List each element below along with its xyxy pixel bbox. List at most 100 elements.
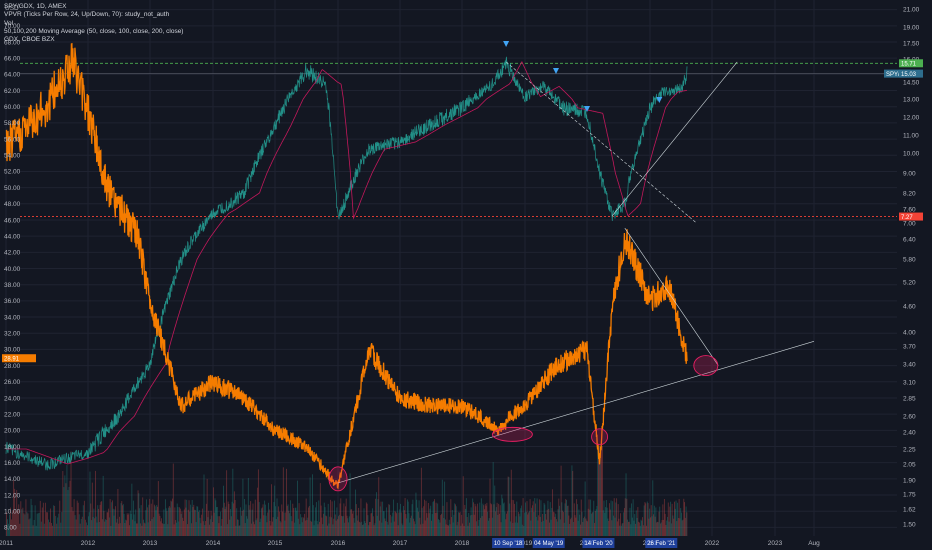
volume-bar [521, 524, 523, 536]
volume-bar [384, 518, 386, 536]
volume-bar [330, 499, 332, 536]
volume-bar [7, 519, 8, 536]
legend-gdx[interactable]: GDX, CBOE BZX [4, 36, 55, 44]
volume-bar [35, 525, 37, 536]
volume-bar [247, 518, 248, 536]
volume-bar [326, 516, 328, 536]
volume-bar [369, 521, 370, 536]
right-price-axis[interactable]: 21.0019.0017.5016.0014.5013.0012.0011.00… [884, 6, 923, 528]
right-axis-tick: 10.00 [903, 150, 920, 157]
volume-bar [66, 465, 68, 536]
volume-bar [418, 500, 420, 536]
volume-bar [338, 514, 340, 536]
volume-bar [134, 521, 136, 536]
volume-bar [421, 507, 423, 536]
volume-bar [73, 499, 75, 536]
volume-bar [595, 509, 597, 536]
volume-bar [28, 519, 30, 536]
volume-bar [244, 523, 246, 536]
down-arrow-icon [503, 41, 510, 47]
left-price-tag-bg [2, 354, 36, 363]
volume-bar [388, 504, 390, 536]
volume-bar [433, 500, 435, 536]
volume-bar [335, 520, 337, 536]
right-axis-tick: 14.50 [903, 79, 920, 86]
volume-bar [97, 505, 99, 536]
trend-drawings[interactable] [328, 41, 815, 492]
left-axis-tick: 8.00 [4, 525, 17, 532]
volume-bar [671, 503, 673, 536]
legend-vpvr[interactable]: VPVR (Ticks Per Row, 24, Up/Down, 70): s… [4, 11, 170, 19]
volume-bar [175, 520, 177, 536]
volume-bar [320, 505, 322, 536]
volume-bar [113, 515, 115, 536]
right-axis-tick: 9.00 [903, 170, 916, 177]
volume-bar [151, 519, 153, 536]
volume-bar [605, 499, 607, 536]
volume-bar [432, 502, 434, 536]
right-axis-tick: 13.00 [903, 96, 920, 103]
time-axis-tick: 2013 [143, 540, 158, 547]
time-highlight-bg [532, 538, 565, 548]
time-highlight-bg [582, 538, 615, 548]
volume-bar [165, 508, 167, 536]
volume-bar [225, 506, 227, 536]
time-highlight-label: 26 Feb '21 [647, 541, 676, 547]
left-axis-tick: 68.00 [4, 39, 21, 46]
volume-bar [210, 510, 212, 536]
volume-bar [125, 519, 127, 536]
legend-title[interactable]: SPY/GDX, 1D, AMEX [4, 3, 67, 10]
volume-bar [446, 502, 448, 536]
volume-bar [301, 522, 303, 536]
volume-bar [628, 521, 630, 536]
volume-bar [430, 505, 432, 536]
volume-bar [304, 520, 306, 536]
volume-bar [202, 521, 204, 536]
left-axis-tick: 10.00 [4, 509, 21, 516]
volume-bar [561, 502, 563, 536]
volume-bar [308, 507, 309, 536]
volume-bar [633, 520, 635, 536]
volume-bar [684, 502, 685, 536]
volume-bar [200, 523, 202, 536]
volume-bar [603, 500, 605, 536]
volume-bar [121, 501, 123, 536]
volume-bar [44, 502, 46, 536]
volume-bar [122, 505, 123, 536]
volume-bar [150, 503, 152, 536]
volume-bar [456, 525, 458, 536]
time-axis[interactable]: 2011201220132014201520162017201820192020… [0, 536, 932, 550]
volume-bar [190, 523, 192, 536]
volume-bar [552, 511, 554, 536]
volume-bar [157, 506, 158, 536]
left-axis-unit: USD [5, 5, 19, 12]
volume-bar [128, 513, 130, 536]
volume-bar [616, 498, 618, 536]
volume-bar [622, 522, 624, 536]
volume-bar [524, 512, 526, 536]
volume-bar [382, 511, 384, 536]
legend-vol[interactable]: Vol [4, 19, 14, 27]
volume-bar [302, 517, 304, 536]
volume-bar [444, 519, 446, 536]
volume-bar [411, 504, 413, 536]
volume-bar [184, 499, 186, 536]
volume-bar [264, 500, 266, 536]
volume-bar [393, 499, 394, 536]
legend-ma[interactable]: 50,100,200 Moving Average (50, close, 10… [4, 27, 184, 35]
volume-bar [434, 512, 436, 536]
left-price-axis[interactable]: USD 70.00 68.00 66.00 64.00 62.00 60.00 58.00 56… [2, 5, 36, 532]
volume-bar [129, 510, 131, 536]
volume-bar [231, 501, 233, 536]
volume-bar [518, 513, 520, 536]
volume-bar [542, 513, 543, 536]
volume-bar [183, 509, 185, 536]
volume-bar [512, 522, 514, 536]
volume-bar [400, 512, 402, 536]
volume-bar [91, 482, 93, 536]
volume-bar [255, 520, 257, 536]
volume-bar [672, 515, 674, 536]
volume-bar [96, 522, 98, 536]
volume-bar [620, 513, 621, 536]
